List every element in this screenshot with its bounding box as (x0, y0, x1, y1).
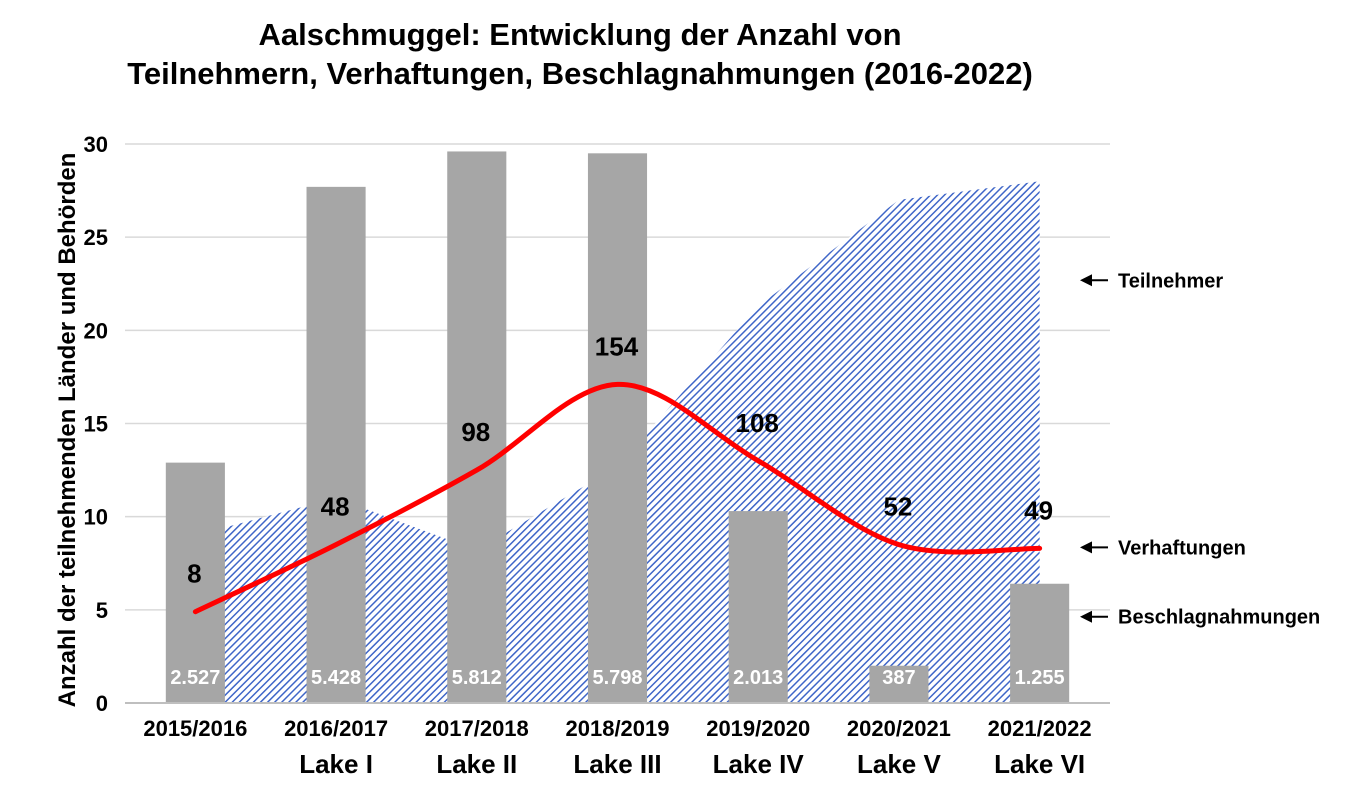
category-label: 2019/2020 (706, 716, 810, 741)
category-sublabel: Lake III (573, 749, 661, 779)
line-value-label: 108 (736, 408, 779, 438)
line-value-label: 48 (321, 492, 350, 522)
category-sublabel: Lake IV (713, 749, 805, 779)
bar-beschlagnahmungen (728, 511, 788, 703)
verhaftungen-line-path (192, 381, 1043, 615)
category-sublabel: Lake VI (994, 749, 1085, 779)
bar-beschlagnahmungen (869, 665, 929, 703)
bar-value-label: 5.812 (452, 667, 502, 689)
legend-label: Teilnehmer (1118, 270, 1223, 292)
legend-arrow-head (1080, 274, 1092, 287)
category-label: 2016/2017 (284, 716, 388, 741)
bar-value-label: 2.013 (733, 667, 783, 689)
bar-beschlagnahmungen (1010, 583, 1070, 703)
category-labels: 2015/2016 2016/2017 Lake I 2017/2018 Lake II… (143, 716, 1091, 779)
category-sublabel: Lake I (299, 749, 373, 779)
legend-arrow-head (1080, 610, 1092, 623)
y-tick-label: 5 (96, 598, 108, 623)
bar-value-label: 1.255 (1015, 667, 1065, 689)
line-value-labels: 8 48 98 154 108 52 49 (187, 331, 1053, 588)
y-tick-label: 0 (96, 691, 108, 716)
legend-arrow-head (1080, 541, 1092, 554)
bar-beschlagnahmungen (587, 153, 648, 704)
bar-value-label: 5.798 (592, 667, 642, 689)
bar-beschlagnahmungen (306, 186, 366, 703)
y-axis-label: Anzahl der teilnehmenden Länder und Behö… (54, 153, 81, 708)
y-tick-label: 30 (84, 132, 108, 157)
legend: Teilnehmer Verhaftungen Beschlagnahmungen (1080, 270, 1320, 629)
bar-value-label: 5.428 (311, 667, 361, 689)
line-value-label: 154 (595, 331, 639, 361)
y-tick-labels: 0 5 10 15 20 25 30 (84, 132, 108, 716)
line-value-label: 52 (883, 492, 912, 522)
legend-label: Verhaftungen (1118, 537, 1246, 559)
y-tick-label: 25 (84, 225, 108, 250)
verhaftungen-line (192, 381, 1043, 615)
y-tick-label: 15 (84, 412, 108, 437)
bars (165, 151, 1070, 704)
chart-subtitle: Teilnehmern, Verhaftungen, Beschlagnahmu… (127, 56, 1033, 91)
category-label: 2021/2022 (988, 716, 1092, 741)
category-label: 2018/2019 (566, 716, 670, 741)
category-sublabel: Lake V (857, 749, 941, 779)
line-value-label: 8 (187, 559, 201, 589)
legend-label: Beschlagnahmungen (1118, 607, 1320, 629)
y-tick-label: 10 (84, 505, 108, 530)
category-label: 2020/2021 (847, 716, 951, 741)
category-label: 2017/2018 (425, 716, 529, 741)
category-label: 2015/2016 (143, 716, 247, 741)
line-value-label: 98 (461, 417, 490, 447)
bar-value-label: 387 (882, 667, 915, 689)
category-sublabel: Lake II (436, 749, 517, 779)
y-tick-label: 20 (84, 318, 108, 343)
bar-beschlagnahmungen (165, 462, 225, 703)
bar-value-label: 2.527 (170, 667, 220, 689)
bar-value-labels: 2.527 5.428 5.812 5.798 2.013 387 1.255 (170, 667, 1064, 689)
teilnehmer-area (195, 181, 1040, 703)
teilnehmer-area-shape (195, 181, 1040, 703)
chart-title: Aalschmuggel: Entwicklung der Anzahl von (258, 17, 901, 52)
line-value-label: 49 (1024, 495, 1053, 525)
bar-beschlagnahmungen (447, 151, 507, 703)
